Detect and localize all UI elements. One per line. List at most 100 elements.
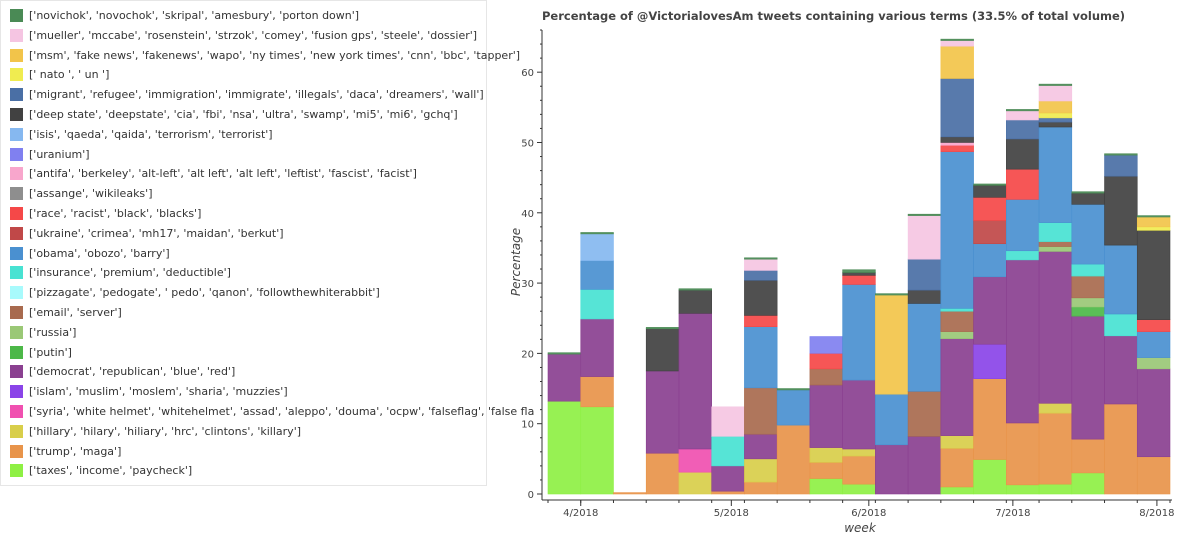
legend-item-msm[interactable]: ['msm', 'fake news', 'fakenews', 'wapo',… xyxy=(10,46,520,65)
bar-segment-week13-russia xyxy=(940,331,974,339)
legend-item-syria[interactable]: ['syria', 'white helmet', 'whitehelmet',… xyxy=(10,402,534,421)
bar-segment-week10-novichok xyxy=(842,269,876,273)
chart-title: Percentage of @VictorialovesAm tweets co… xyxy=(542,9,1125,23)
x-tick-label: 8/2018 xyxy=(1139,508,1174,519)
bar-segment-week18-novichok xyxy=(1104,153,1138,156)
bar-segment-week15-democrat xyxy=(1006,259,1040,424)
legend-item-insurance[interactable]: ['insurance', 'premium', 'deductible'] xyxy=(10,263,231,282)
bar-segment-week10-democrat xyxy=(842,379,876,450)
bar-segment-week5-hillary xyxy=(678,471,712,495)
bar-segment-week1-novichok xyxy=(547,352,582,355)
legend-item-obama[interactable]: ['obama', 'obozo', 'barry'] xyxy=(10,244,170,263)
legend-label: ['islam', 'muslim', 'moslem', 'sharia', … xyxy=(29,385,288,399)
legend-swatch xyxy=(10,424,23,438)
bar-segment-week16-deepstate xyxy=(1038,121,1073,128)
legend-swatch xyxy=(10,68,23,82)
bar-segment-week19-democrat xyxy=(1136,368,1171,458)
legend-item-nato[interactable]: [' nato ', ' un '] xyxy=(10,65,109,84)
legend-label: ['msm', 'fake news', 'fakenews', 'wapo',… xyxy=(29,48,521,62)
legend-label: ['assange', 'wikileaks'] xyxy=(29,187,153,201)
legend-item-uranium[interactable]: ['uranium'] xyxy=(10,145,90,164)
bar-segment-week7-deepstate xyxy=(744,279,778,316)
bar-segment-week19-nato xyxy=(1136,226,1171,231)
bar-segment-week4-democrat xyxy=(645,370,680,454)
legend-item-assange[interactable]: ['assange', 'wikileaks'] xyxy=(10,184,152,203)
legend-item-taxes[interactable]: ['taxes', 'income', 'paycheck'] xyxy=(10,461,192,480)
x-tick-label: 7/2018 xyxy=(995,508,1030,519)
bar-segment-week12-migrant xyxy=(907,258,942,291)
bar-segment-week16-mueller xyxy=(1038,85,1073,102)
x-tick-label: 6/2018 xyxy=(851,508,886,519)
bar-segment-week6-insurance xyxy=(711,436,745,467)
legend-swatch xyxy=(10,9,23,22)
legend-item-deepstate[interactable]: ['deep state', 'deepstate', 'cia', 'fbi'… xyxy=(10,105,458,124)
legend-item-isis[interactable]: ['isis', 'qaeda', 'qaida', 'terrorism', … xyxy=(10,125,273,144)
bar-segment-week17-democrat xyxy=(1071,315,1105,440)
bar-segment-week14-trump xyxy=(973,378,1007,460)
legend-item-email[interactable]: ['email', 'server'] xyxy=(10,303,122,322)
bar-segment-week13-msm xyxy=(940,45,974,79)
legend-item-hillary[interactable]: ['hillary', 'hilary', 'hiliary', 'hrc', … xyxy=(10,422,301,441)
bar-segment-week11-democrat xyxy=(875,444,909,495)
bar-segment-week14-race xyxy=(973,197,1007,221)
y-tick-label: 40 xyxy=(521,209,534,220)
bar-segment-week11-novichok xyxy=(875,293,909,296)
legend-swatch xyxy=(10,167,23,181)
bar-segment-week11-obama xyxy=(875,393,909,446)
legend-label: ['syria', 'white helmet', 'whitehelmet',… xyxy=(29,405,535,418)
bar-segment-week13-email xyxy=(940,310,974,332)
bar-segment-week5-novichok xyxy=(678,288,712,291)
bar-segment-week13-hillary xyxy=(940,435,974,449)
legend-item-russia[interactable]: ['russia'] xyxy=(10,323,76,342)
bar-segment-week10-hillary xyxy=(842,448,876,457)
bar-segment-week13-obama xyxy=(940,151,974,309)
legend-label: ['isis', 'qaeda', 'qaida', 'terrorism', … xyxy=(29,127,273,141)
bar-segment-week18-trump xyxy=(1104,403,1138,495)
bar-segment-week15-trump xyxy=(1006,422,1040,486)
legend-swatch xyxy=(10,286,23,300)
bar-segment-week16-democrat xyxy=(1038,251,1073,404)
legend-item-pizzagate[interactable]: ['pizzagate', 'pedogate', ' pedo', 'qano… xyxy=(10,283,380,302)
x-tick-label: 4/2018 xyxy=(563,508,598,519)
bar-segment-week7-democrat xyxy=(744,433,778,460)
legend-item-migrant[interactable]: ['migrant', 'refugee', 'immigration', 'i… xyxy=(10,85,484,104)
bar-segment-week12-mueller xyxy=(907,215,942,260)
legend-swatch xyxy=(10,306,23,319)
bar-segment-week9-uranium xyxy=(809,336,843,354)
legend-swatch xyxy=(10,385,23,399)
bar-segment-week16-migrant xyxy=(1038,117,1073,123)
legend-item-race[interactable]: ['race', 'racist', 'black', 'blacks'] xyxy=(10,204,201,223)
bar-segment-week7-race xyxy=(744,315,778,327)
legend-label: ['deep state', 'deepstate', 'cia', 'fbi'… xyxy=(29,108,458,121)
legend-label: ['taxes', 'income', 'paycheck'] xyxy=(29,464,193,478)
bar-segment-week15-insurance xyxy=(1006,250,1040,261)
y-tick-label: 20 xyxy=(521,349,534,360)
bar-segment-week7-mueller xyxy=(744,258,778,271)
legend-swatch xyxy=(10,405,23,418)
legend-item-novichok[interactable]: ['novichok', 'novochok', 'skripal', 'ame… xyxy=(10,6,359,25)
x-axis-label: week xyxy=(844,521,877,535)
bar-segment-week14-taxes xyxy=(973,459,1007,495)
legend-item-trump[interactable]: ['trump', 'maga'] xyxy=(10,442,121,461)
bar-segment-week4-deepstate xyxy=(645,328,680,372)
legend-swatch xyxy=(10,127,23,141)
bar-segment-week5-democrat xyxy=(678,313,712,450)
legend-item-democrat[interactable]: ['democrat', 'republican', 'blue', 'red'… xyxy=(10,362,235,381)
legend-item-ukraine[interactable]: ['ukraine', 'crimea', 'mh17', 'maidan', … xyxy=(10,224,284,243)
legend-item-putin[interactable]: ['putin'] xyxy=(10,343,72,362)
bar-segment-week12-democrat xyxy=(907,436,942,495)
legend-item-antifa[interactable]: ['antifa', 'berkeley', 'alt-left', 'alt … xyxy=(10,164,417,183)
bar-segment-week9-hillary xyxy=(809,447,843,463)
bar-segment-week6-mueller xyxy=(711,406,745,437)
bar-segment-week14-ukraine xyxy=(973,220,1007,245)
legend-label: ['insurance', 'premium', 'deductible'] xyxy=(29,266,231,280)
bar-segment-week15-race xyxy=(1006,168,1040,200)
bar-segment-week4-novichok xyxy=(645,327,680,330)
bar-segment-week1-democrat xyxy=(547,353,582,402)
legend-item-mueller[interactable]: ['mueller', 'mccabe', 'rosenstein', 'str… xyxy=(10,26,477,45)
legend-label: ['novichok', 'novochok', 'skripal', 'ame… xyxy=(29,9,360,22)
y-axis-label: Percentage xyxy=(509,228,523,296)
legend-swatch xyxy=(10,207,23,220)
legend-item-islam[interactable]: ['islam', 'muslim', 'moslem', 'sharia', … xyxy=(10,382,288,401)
bar-segment-week8-obama xyxy=(776,389,811,426)
